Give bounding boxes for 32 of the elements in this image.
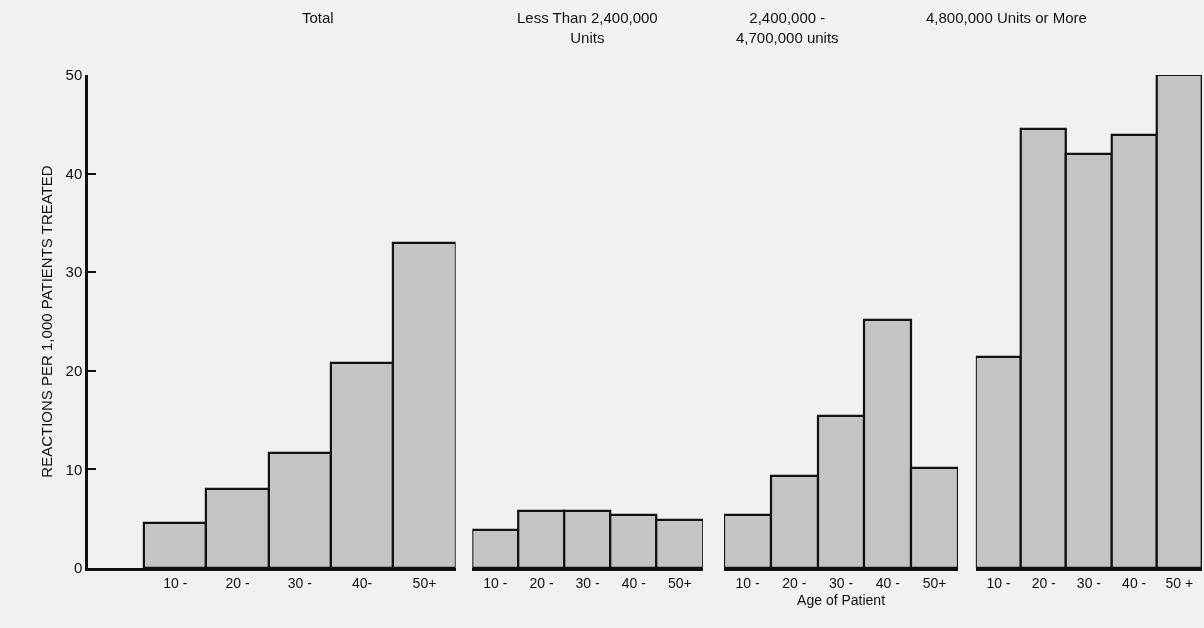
x-tick-label: 50+	[412, 574, 437, 591]
y-tick-label: 40	[65, 164, 83, 182]
x-tick-label: 40 -	[1122, 574, 1147, 591]
x-tick-label: 10 -	[483, 574, 508, 591]
x-tick-label: 10 -	[735, 574, 760, 591]
x-tick-label: 30 -	[829, 574, 854, 591]
y-tick-label: 10	[65, 460, 83, 478]
y-tick-label: 0	[73, 559, 83, 577]
chart-title: Total	[302, 9, 334, 26]
y-axis-title: REACTIONS PER 1,000 PATIENTS TREATED	[37, 165, 55, 478]
x-tick-label: 10 -	[986, 574, 1011, 591]
x-tick-label: 20 -	[782, 574, 807, 591]
chart-title: 2,400,000 - 4,700,000 units	[736, 9, 839, 46]
x-tick-label: 30 -	[575, 574, 601, 591]
chart-title: 4,800,000 Units or More	[926, 9, 1087, 26]
x-tick-label: 40 -	[621, 574, 647, 591]
x-tick-label: 40 -	[875, 574, 901, 591]
chart-title: Less Than 2,400,000 Units	[517, 9, 658, 46]
x-tick-label: 50 +	[1165, 574, 1194, 591]
x-tick-label: 50+	[667, 574, 692, 591]
x-tick-label: 50+	[922, 574, 947, 591]
x-tick-label: 20 -	[529, 574, 554, 591]
y-tick-label: 30	[65, 263, 83, 281]
y-tick-label: 20	[65, 362, 83, 380]
y-tick-label: 50	[65, 66, 83, 84]
x-axis-title: Age of Patient	[797, 591, 886, 608]
x-tick-label: 20 -	[225, 574, 250, 591]
x-tick-label: 20 -	[1031, 574, 1057, 591]
x-tick-label: 40-	[352, 574, 373, 591]
x-tick-label: 10 -	[163, 574, 188, 591]
x-tick-label: 30 -	[1076, 574, 1102, 591]
x-tick-label: 30 -	[287, 574, 313, 591]
